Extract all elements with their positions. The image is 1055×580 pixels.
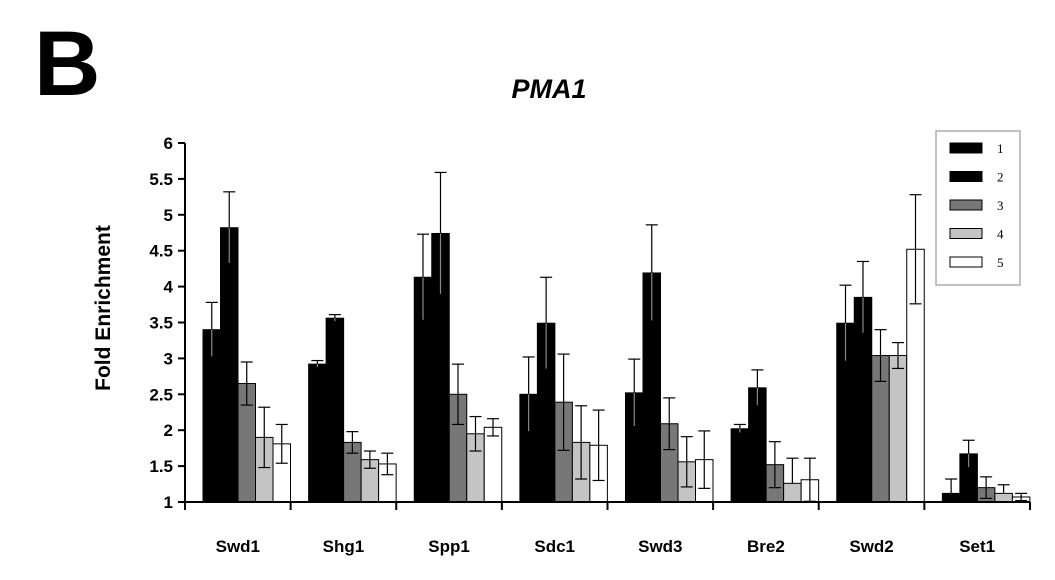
- legend-swatch: [949, 228, 983, 239]
- y-tick-label: 4: [164, 278, 174, 297]
- y-tick-label: 3.5: [149, 314, 173, 333]
- y-tick-label: 5.5: [149, 170, 173, 189]
- bar: [483, 426, 503, 503]
- y-tick-label: 2.5: [149, 385, 173, 404]
- bar: [220, 227, 239, 503]
- y-tick-label: 4.5: [149, 242, 173, 261]
- legend-label: 5: [997, 255, 1004, 270]
- x-tick-label: Swd1: [216, 537, 260, 556]
- bar: [730, 428, 750, 503]
- y-tick-label: 1.5: [149, 457, 173, 476]
- panel-label: B: [34, 13, 101, 115]
- y-tick-label: 2: [164, 421, 173, 440]
- x-tick-label: Swd3: [638, 537, 682, 556]
- y-axis-label: Fold Enrichment: [92, 225, 115, 391]
- bar: [325, 317, 345, 503]
- x-tick-label: Sdc1: [534, 537, 575, 556]
- legend-label: 2: [997, 170, 1004, 185]
- bar: [308, 363, 327, 503]
- y-tick-label: 6: [164, 134, 173, 153]
- bar: [941, 492, 961, 503]
- x-tick-label: Shg1: [323, 537, 365, 556]
- legend-label: 4: [997, 227, 1004, 242]
- bar: [783, 482, 802, 503]
- legend-swatch: [949, 171, 983, 182]
- legend-label: 3: [997, 198, 1004, 213]
- y-tick-label: 5: [164, 206, 173, 225]
- chart-title: PMA1: [511, 74, 586, 104]
- x-tick-label: Swd2: [849, 537, 893, 556]
- x-tick-label: Set1: [959, 537, 995, 556]
- legend-swatch: [949, 142, 983, 154]
- y-tick-label: 1: [164, 493, 173, 512]
- bar: [994, 492, 1013, 503]
- legend-label: 1: [997, 141, 1004, 156]
- y-tick-label: 3: [164, 349, 173, 368]
- legend-swatch: [949, 256, 983, 268]
- legend-swatch: [949, 199, 983, 211]
- bar: [888, 355, 908, 503]
- x-tick-label: Bre2: [747, 537, 785, 556]
- x-tick-label: Spp1: [428, 537, 470, 556]
